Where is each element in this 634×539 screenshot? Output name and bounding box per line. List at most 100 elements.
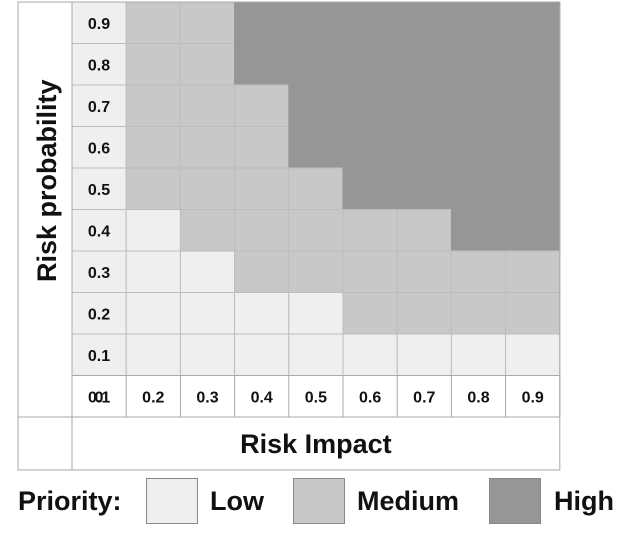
matrix-cell — [288, 1, 344, 44]
matrix-cell — [288, 250, 344, 293]
matrix-cell — [234, 167, 290, 210]
matrix-cell — [396, 43, 452, 86]
matrix-cell — [179, 167, 236, 210]
legend-label-low: Low — [210, 486, 264, 516]
matrix-cell — [234, 43, 290, 86]
matrix-cell — [342, 43, 398, 86]
matrix-cell — [450, 1, 507, 44]
matrix-cell — [234, 250, 290, 293]
matrix-cell — [179, 250, 236, 293]
matrix-cell — [396, 1, 452, 44]
matrix-cell — [288, 126, 344, 169]
matrix-cell — [450, 43, 507, 86]
matrix-cell — [288, 167, 344, 210]
matrix-cell — [505, 209, 561, 252]
matrix-cell — [71, 43, 127, 86]
y-tick-label: 0.8 — [88, 57, 110, 74]
matrix-cell — [179, 1, 236, 44]
matrix-cell — [234, 126, 290, 169]
matrix-cell — [342, 250, 398, 293]
y-tick-label: 0.5 — [88, 182, 110, 199]
matrix-cell — [396, 333, 452, 376]
matrix-cell — [342, 209, 398, 252]
matrix-cell — [505, 250, 561, 293]
x-tick-label: 0.8 — [467, 389, 489, 406]
matrix-cell — [505, 126, 561, 169]
y-tick-label: 0.3 — [88, 265, 110, 282]
x-tick-label: 0.2 — [142, 389, 164, 406]
matrix-cell — [179, 333, 236, 376]
matrix-cell — [396, 209, 452, 252]
matrix-cell — [505, 333, 561, 376]
matrix-cell — [125, 43, 181, 86]
matrix-cell — [288, 292, 344, 335]
matrix-cell — [450, 167, 507, 210]
matrix-cell — [396, 126, 452, 169]
matrix-cell — [234, 84, 290, 127]
legend-swatch-high — [489, 478, 541, 524]
y-tick-label: 0.6 — [88, 140, 110, 157]
matrix-cell — [396, 292, 452, 335]
matrix-cell — [179, 126, 236, 169]
matrix-cell — [450, 292, 507, 335]
matrix-cell — [342, 333, 398, 376]
matrix-cell — [450, 333, 507, 376]
y-tick-label: 0.1 — [88, 348, 110, 365]
x-axis-label: Risk Impact — [240, 429, 392, 459]
x-tick-label: 0.7 — [413, 389, 435, 406]
matrix-cell — [505, 167, 561, 210]
matrix-cell — [125, 1, 181, 44]
x-tick-label: 0.3 — [196, 389, 218, 406]
x-tick-label: 0 — [95, 389, 104, 406]
matrix-cell — [71, 1, 127, 44]
x-tick-label: 0.6 — [359, 389, 381, 406]
x-tick-label: 0.9 — [522, 389, 544, 406]
matrix-cell — [179, 292, 236, 335]
table-border — [17, 1, 561, 471]
matrix-cell — [234, 1, 290, 44]
legend-label-medium: Medium — [357, 486, 460, 516]
matrix-cell — [505, 292, 561, 335]
matrix-cell — [71, 84, 127, 127]
y-tick-label: 0.4 — [88, 223, 110, 240]
matrix-cell — [342, 84, 398, 127]
legend-label-high: High — [554, 486, 614, 516]
legend-swatch-low — [146, 478, 198, 524]
matrix-cell — [505, 1, 561, 44]
matrix-cell — [396, 84, 452, 127]
y-tick-label: 0.9 — [88, 16, 110, 33]
risk-matrix-chart: 0.90.80.70.60.50.40.30.20.100.1 0.2 0.3 0.4… — [17, 1, 561, 471]
legend: Priority: Low Medium High — [0, 474, 634, 534]
matrix-cell — [450, 126, 507, 169]
x-tick-label: 0.1 — [88, 389, 110, 406]
matrix-cell — [179, 43, 236, 86]
matrix-cell — [125, 126, 181, 169]
matrix-cell — [234, 333, 290, 376]
matrix-cell — [450, 250, 507, 293]
matrix-cell — [450, 209, 507, 252]
matrix-cell — [342, 292, 398, 335]
matrix-cell — [125, 167, 181, 210]
matrix-cell — [288, 43, 344, 86]
matrix-cell — [234, 292, 290, 335]
matrix-cell — [505, 84, 561, 127]
matrix-cell — [396, 167, 452, 210]
y-tick-label: 0.2 — [88, 306, 110, 323]
matrix-cell — [125, 250, 181, 293]
y-axis-label: Risk probability — [32, 79, 62, 282]
matrix-cell — [234, 209, 290, 252]
legend-title: Priority: — [18, 486, 122, 516]
legend-swatch-medium — [293, 478, 345, 524]
matrix-cell — [125, 292, 181, 335]
y-tick-label: 0.7 — [88, 99, 110, 116]
matrix-cell — [342, 167, 398, 210]
matrix-cell — [125, 209, 181, 252]
matrix-cell — [505, 43, 561, 86]
x-tick-label: 0.4 — [251, 389, 273, 406]
matrix-cell — [288, 209, 344, 252]
matrix-cell — [450, 84, 507, 127]
matrix-cell — [342, 126, 398, 169]
matrix-cell — [125, 333, 181, 376]
matrix-cell — [288, 84, 344, 127]
matrix-cell — [179, 209, 236, 252]
